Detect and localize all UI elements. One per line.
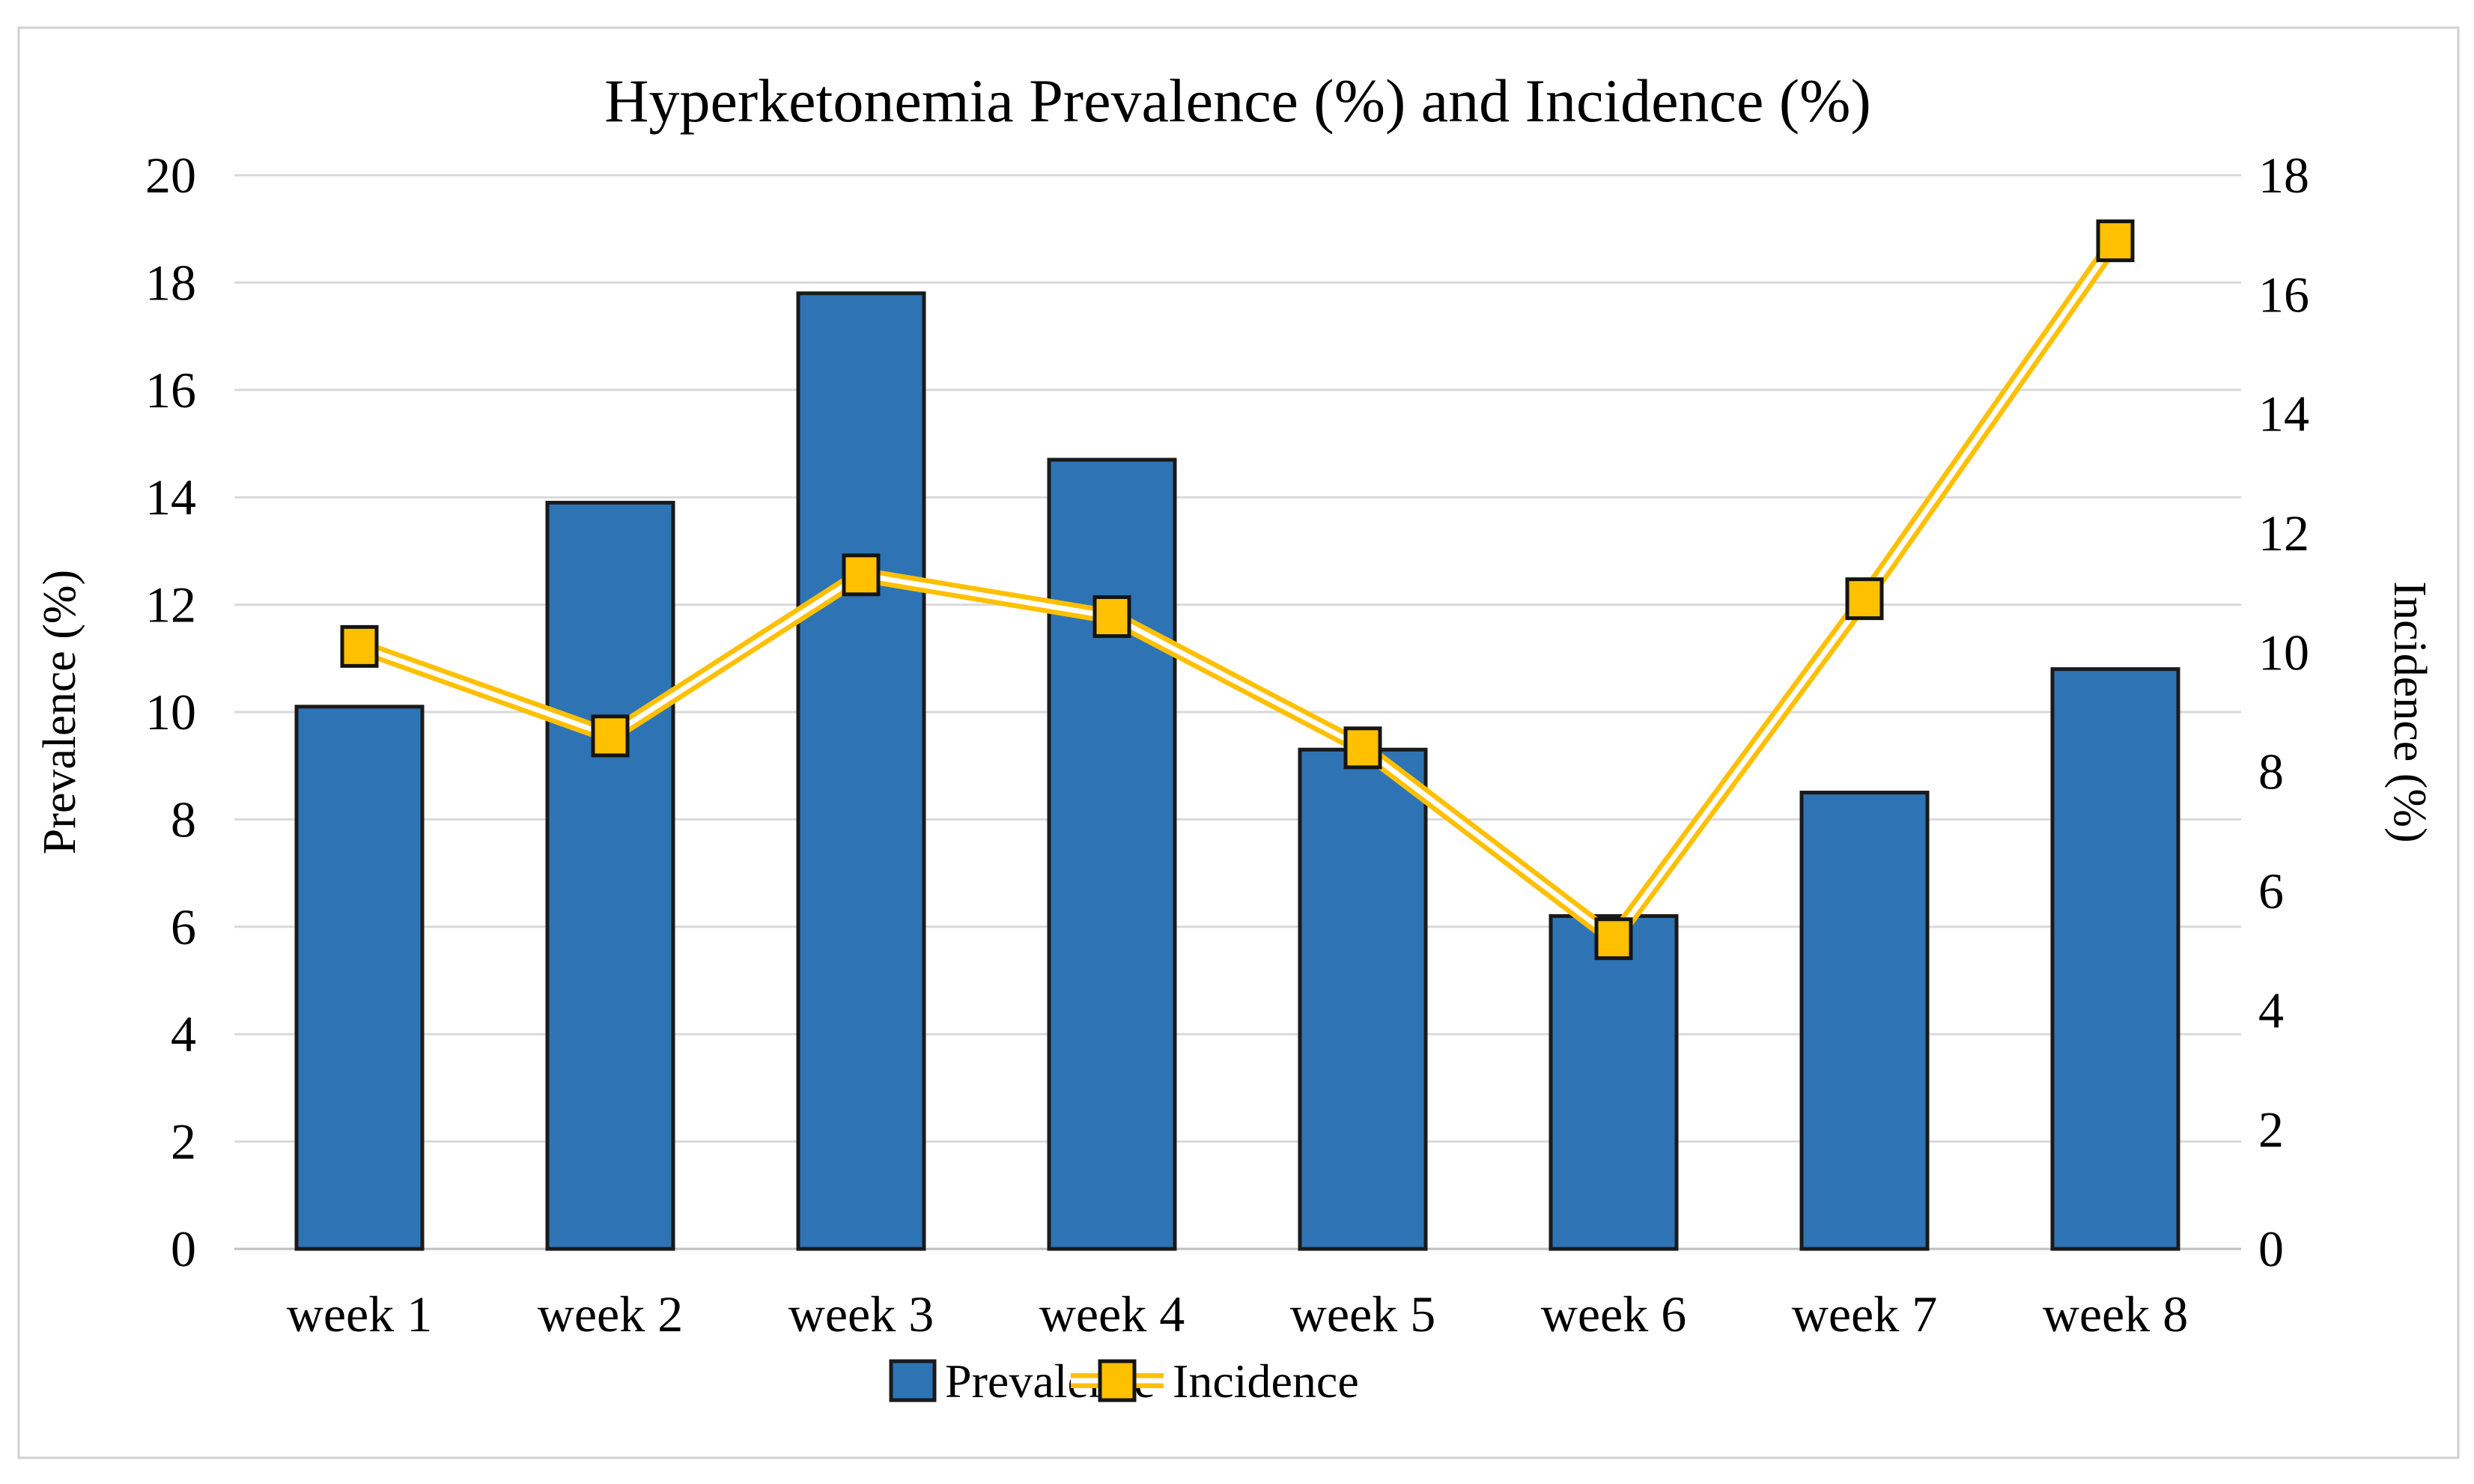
legend-incidence-marker-icon <box>1098 1359 1137 1402</box>
legend-incidence-label: Incidence <box>1173 1354 1359 1408</box>
incidence-marker-week-6 <box>1594 917 1633 961</box>
x-label-week-4: week 4 <box>1039 1286 1185 1342</box>
right-tick-label: 8 <box>2258 743 2284 800</box>
prevalence-bars <box>294 291 2180 1251</box>
left-tick-label: 20 <box>145 147 196 204</box>
left-axis-ticks: 0 2 4 6 8 10 12 14 16 18 20 <box>145 147 196 1277</box>
left-tick-label: 0 <box>171 1220 196 1277</box>
right-tick-label: 2 <box>2258 1101 2284 1158</box>
x-label-week-1: week 1 <box>287 1286 432 1342</box>
incidence-marker-week-3 <box>842 553 881 597</box>
left-tick-label: 10 <box>145 684 196 741</box>
left-tick-label: 6 <box>171 898 196 955</box>
left-tick-label: 14 <box>145 469 196 526</box>
x-axis-labels: week 1 week 2 week 3 week 4 week 5 week 6 week… <box>287 1286 2188 1342</box>
x-label-week-6: week 6 <box>1541 1286 1686 1342</box>
x-label-week-5: week 5 <box>1290 1286 1435 1342</box>
incidence-line-inner <box>358 239 2118 942</box>
right-tick-label: 16 <box>2258 266 2309 323</box>
left-tick-label: 4 <box>171 1006 196 1062</box>
right-tick-label: 18 <box>2258 147 2309 204</box>
left-tick-label: 2 <box>171 1113 196 1170</box>
bar-week-2 <box>545 500 675 1251</box>
left-tick-label: 16 <box>145 362 196 419</box>
bar-week-4 <box>1047 457 1177 1251</box>
right-tick-label: 6 <box>2258 863 2284 919</box>
bar-week-1 <box>294 705 425 1251</box>
incidence-marker-week-4 <box>1092 595 1131 639</box>
right-tick-label: 10 <box>2258 624 2309 681</box>
bar-week-8 <box>2050 667 2180 1251</box>
right-tick-label: 14 <box>2258 386 2309 443</box>
left-tick-label: 18 <box>145 254 196 311</box>
incidence-marker-week-2 <box>591 714 630 758</box>
incidence-marker-week-7 <box>1845 577 1884 621</box>
right-tick-label: 4 <box>2258 982 2284 1039</box>
left-axis-title: Prevalence (%) <box>34 570 85 854</box>
x-label-week-8: week 8 <box>2043 1286 2188 1342</box>
bar-week-5 <box>1298 747 1428 1251</box>
left-tick-label: 12 <box>145 577 196 633</box>
incidence-marker-week-8 <box>2096 219 2135 263</box>
legend: Prevalence Incidence <box>889 1354 1359 1408</box>
x-label-week-7: week 7 <box>1792 1286 1937 1342</box>
right-axis-title: Incidence (%) <box>2384 581 2435 842</box>
bar-week-3 <box>796 291 926 1251</box>
right-tick-label: 0 <box>2258 1220 2284 1277</box>
bar-week-6 <box>1548 913 1679 1251</box>
right-axis-ticks: 0 2 4 6 8 10 12 14 16 18 <box>2258 147 2309 1277</box>
left-tick-label: 8 <box>171 791 196 848</box>
x-label-week-3: week 3 <box>788 1286 934 1342</box>
incidence-marker-week-1 <box>340 624 379 668</box>
bar-week-7 <box>1799 791 1930 1251</box>
x-label-week-2: week 2 <box>538 1286 683 1342</box>
incidence-marker-week-5 <box>1343 726 1382 770</box>
incidence-line <box>340 219 2135 961</box>
legend-prevalence-swatch <box>889 1359 937 1402</box>
right-tick-label: 12 <box>2258 505 2309 562</box>
chart-title: Hyperketonemia Prevalence (%) and Incide… <box>604 67 1871 135</box>
